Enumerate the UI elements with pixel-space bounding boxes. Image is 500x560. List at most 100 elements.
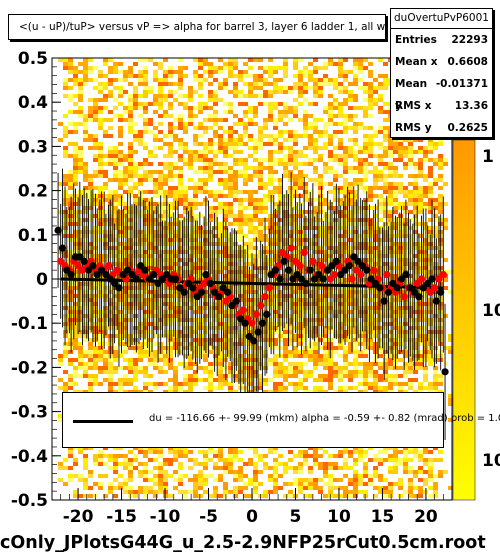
heat-cell [113, 310, 118, 314]
heat-cell [103, 358, 108, 362]
heat-cell [233, 274, 238, 278]
heat-cell [263, 158, 268, 162]
heat-cell [273, 102, 278, 106]
heat-cell [308, 86, 313, 90]
heat-cell [178, 154, 183, 158]
heat-cell [363, 110, 368, 114]
heat-cell [308, 374, 313, 378]
heat-cell [378, 338, 383, 342]
heat-cell [168, 346, 173, 350]
heat-cell [253, 226, 258, 230]
heat-cell [368, 362, 373, 366]
heat-cell [103, 370, 108, 374]
heat-cell [208, 446, 213, 450]
heat-cell [343, 334, 348, 338]
heat-cell [103, 494, 108, 498]
heat-cell [178, 202, 183, 206]
heat-cell [218, 178, 223, 182]
heat-cell [253, 294, 258, 298]
heat-cell [108, 458, 113, 462]
heat-cell [273, 338, 278, 342]
heat-cell [98, 142, 103, 146]
heat-cell [298, 186, 303, 190]
heat-cell [328, 482, 333, 486]
heat-cell [88, 318, 93, 322]
heat-cell [198, 318, 203, 322]
heat-cell [193, 490, 198, 494]
heat-cell [383, 130, 388, 134]
heat-cell [88, 214, 93, 218]
heat-cell [228, 490, 233, 494]
heat-cell [143, 70, 148, 74]
heat-cell [83, 494, 88, 498]
heat-cell [108, 58, 113, 62]
heat-cell [388, 166, 393, 170]
heat-cell [248, 226, 253, 230]
heat-cell [128, 378, 133, 382]
heat-cell [88, 330, 93, 334]
heat-cell [68, 202, 73, 206]
heat-cell [143, 222, 148, 226]
heat-cell [308, 482, 313, 486]
heat-cell [208, 62, 213, 66]
heat-cell [198, 58, 203, 62]
heat-cell [203, 474, 208, 478]
heat-cell [73, 158, 78, 162]
heat-cell [103, 198, 108, 202]
heat-cell [353, 150, 358, 154]
heat-cell [83, 462, 88, 466]
heat-cell [348, 346, 353, 350]
heat-cell [383, 138, 388, 142]
heat-cell [318, 490, 323, 494]
heat-cell [318, 374, 323, 378]
heat-cell [283, 274, 288, 278]
heat-cell [328, 142, 333, 146]
heat-cell [263, 182, 268, 186]
heat-cell [253, 94, 258, 98]
heat-cell [213, 94, 218, 98]
heat-cell [263, 134, 268, 138]
heat-cell [98, 330, 103, 334]
heat-cell [378, 242, 383, 246]
heat-cell [258, 198, 263, 202]
heat-cell [163, 178, 168, 182]
heat-cell [218, 222, 223, 226]
heat-cell [183, 202, 188, 206]
heat-cell [353, 230, 358, 234]
heat-cell [213, 258, 218, 262]
heat-cell [378, 86, 383, 90]
heat-cell [118, 170, 123, 174]
heat-cell [363, 98, 368, 102]
heat-cell [98, 226, 103, 230]
heat-cell [68, 70, 73, 74]
heat-cell [258, 378, 263, 382]
heat-cell [213, 302, 218, 306]
heat-cell [188, 374, 193, 378]
heat-cell [173, 378, 178, 382]
heat-cell [243, 110, 248, 114]
heat-cell [368, 318, 373, 322]
heat-cell [68, 58, 73, 62]
heat-cell [153, 326, 158, 330]
heat-cell [348, 362, 353, 366]
heat-cell [373, 170, 378, 174]
heat-cell [343, 222, 348, 226]
heat-cell [373, 454, 378, 458]
heat-cell [118, 114, 123, 118]
heat-cell [263, 210, 268, 214]
heat-cell [138, 342, 143, 346]
heat-cell [348, 342, 353, 346]
heat-cell [218, 350, 223, 354]
heat-cell [233, 174, 238, 178]
heat-cell [358, 106, 363, 110]
heat-cell [78, 290, 83, 294]
heat-cell [358, 374, 363, 378]
heat-cell [333, 318, 338, 322]
heat-cell [218, 458, 223, 462]
heat-cell [208, 66, 213, 70]
heat-cell [298, 58, 303, 62]
heat-cell [163, 82, 168, 86]
heat-cell [253, 298, 258, 302]
heat-cell [368, 326, 373, 330]
heat-cell [373, 194, 378, 198]
